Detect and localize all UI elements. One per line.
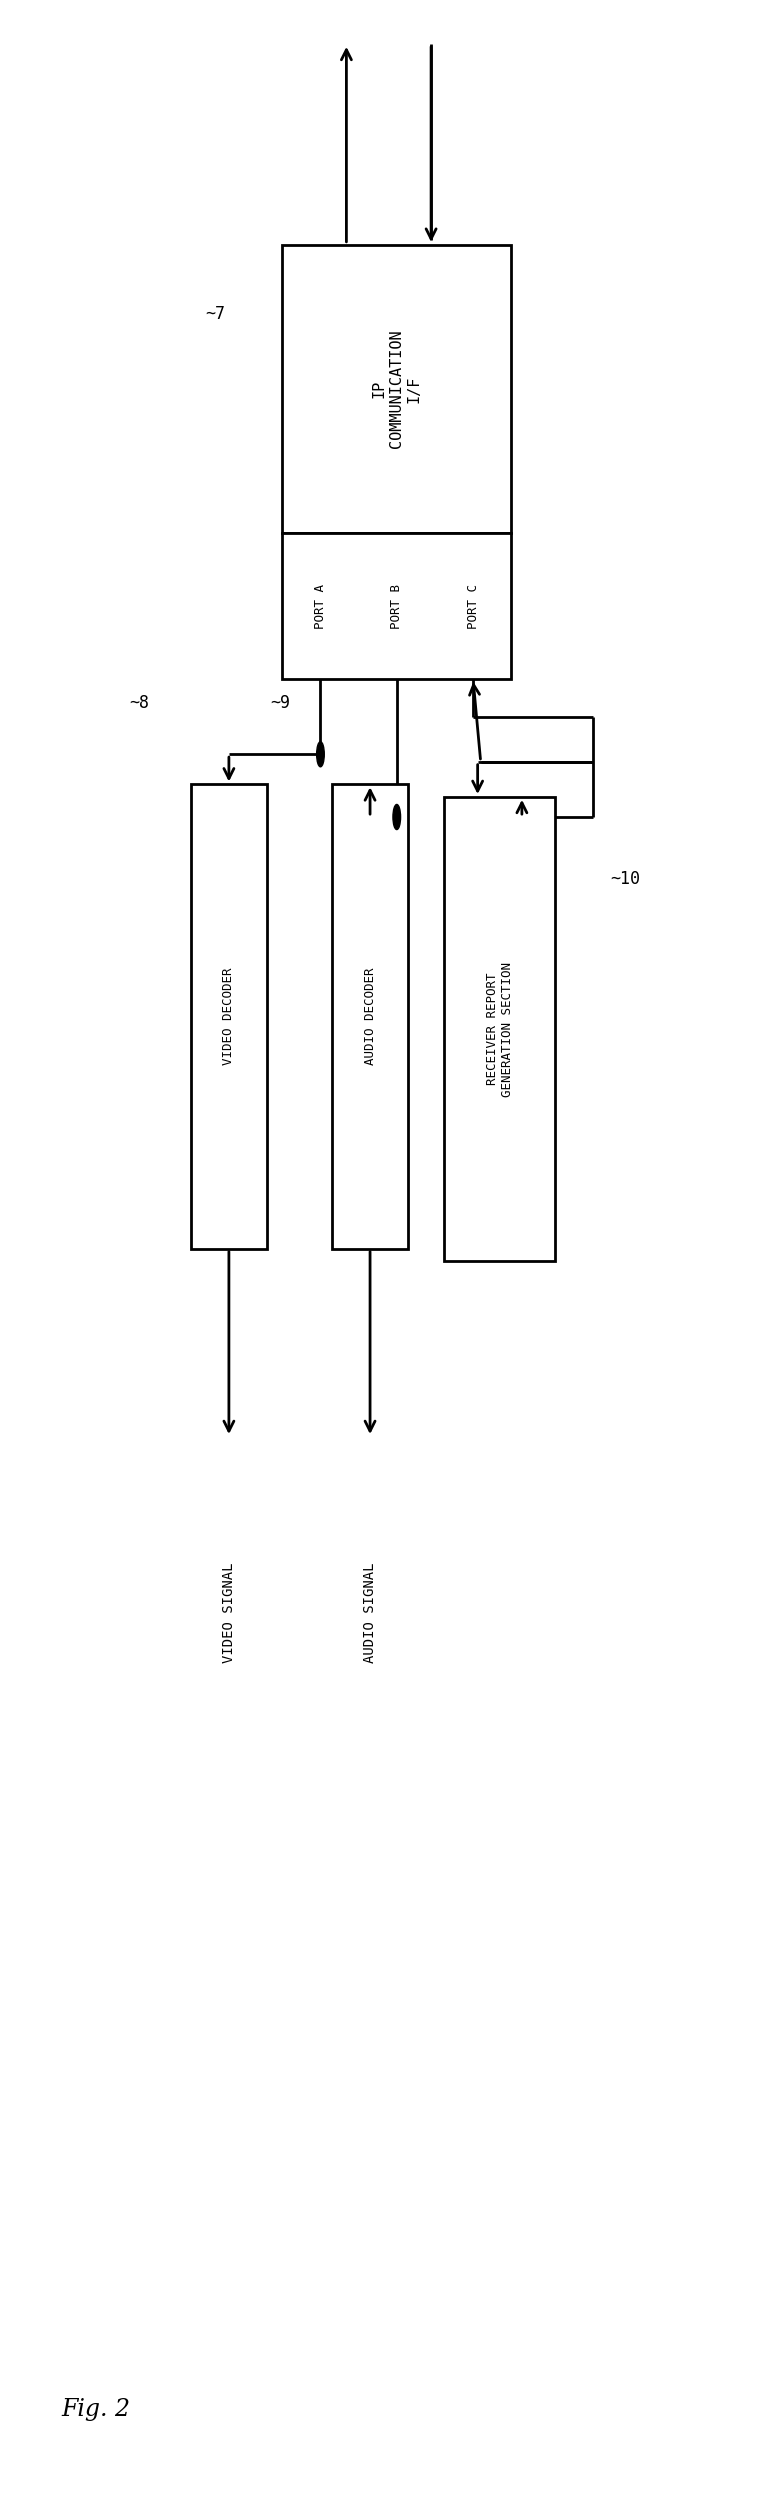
Text: ~9: ~9 [270,693,290,713]
Bar [444,798,555,1260]
Text: PORT C: PORT C [466,585,480,628]
Bar [191,783,267,1250]
Text: Fig. 2: Fig. 2 [61,2397,130,2422]
Circle shape [393,803,401,831]
Text: AUDIO DECODER: AUDIO DECODER [363,969,377,1064]
Text: ~7: ~7 [205,304,225,324]
Circle shape [317,743,324,768]
Bar [282,243,511,535]
Text: ~8: ~8 [129,693,149,713]
Bar [332,783,408,1250]
Text: RECEIVER REPORT
GENERATION SECTION: RECEIVER REPORT GENERATION SECTION [486,961,513,1097]
Text: PORT A: PORT A [314,585,327,628]
Text: IP
COMMUNICATION
I/F: IP COMMUNICATION I/F [372,329,422,449]
Text: ~10: ~10 [610,868,640,889]
Text: AUDIO SIGNAL: AUDIO SIGNAL [363,1561,377,1664]
Text: VIDEO SIGNAL: VIDEO SIGNAL [222,1561,236,1664]
Bar [282,535,511,680]
Text: PORT B: PORT B [390,585,404,628]
Text: VIDEO DECODER: VIDEO DECODER [222,969,236,1064]
